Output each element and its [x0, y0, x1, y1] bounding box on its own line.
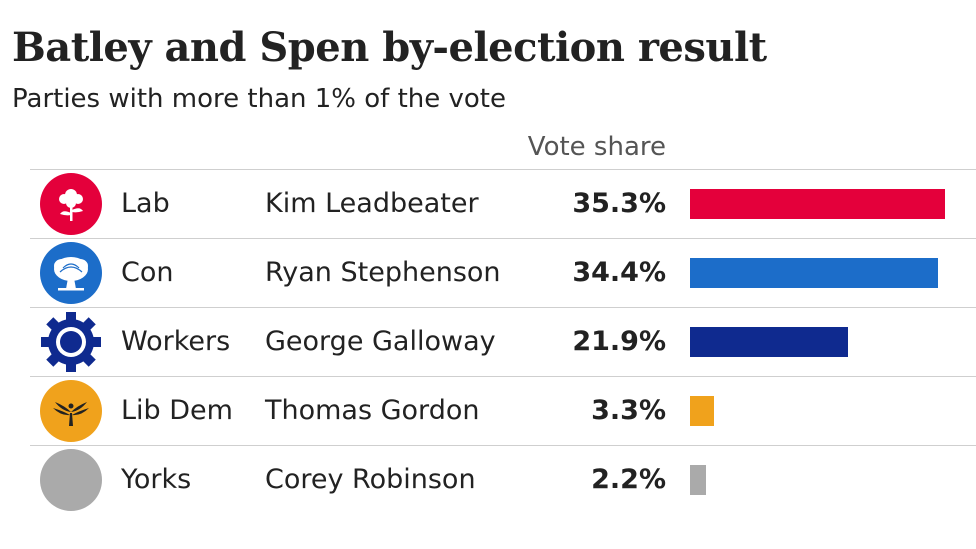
result-row-con: Con Ryan Stephenson 34.4% — [30, 238, 976, 307]
party-name: Workers — [121, 326, 231, 357]
party-name: Lib Dem — [121, 395, 233, 426]
chart-title: Batley and Spen by-election result — [12, 24, 767, 71]
result-row-lab: Lab Kim Leadbeater 35.3% — [30, 169, 976, 238]
vote-share-bar — [690, 189, 945, 219]
party-name: Yorks — [121, 464, 192, 495]
vote-share-label: 21.9% — [572, 326, 666, 357]
party-name: Lab — [121, 188, 170, 219]
labour-rose-icon — [40, 173, 102, 235]
vote-share-label: 3.3% — [591, 395, 666, 426]
candidate-name: Thomas Gordon — [265, 395, 480, 426]
vote-share-label: 35.3% — [572, 188, 666, 219]
conservative-tree-icon — [40, 242, 102, 304]
result-row-workers: Workers George Galloway 21.9% — [30, 307, 976, 376]
vote-share-label: 2.2% — [591, 464, 666, 495]
vote-share-bar — [690, 327, 848, 357]
grey-circle-icon — [40, 449, 102, 511]
vote-share-bar — [690, 258, 938, 288]
vote-share-bar — [690, 465, 706, 495]
candidate-name: Corey Robinson — [265, 464, 476, 495]
party-name: Con — [121, 257, 174, 288]
result-row-libdem: Lib Dem Thomas Gordon 3.3% — [30, 376, 976, 445]
chart-subtitle: Parties with more than 1% of the vote — [12, 84, 506, 114]
libdem-bird-icon — [40, 380, 102, 442]
result-row-yorks: Yorks Corey Robinson 2.2% — [30, 445, 976, 514]
workers-cog-icon — [41, 312, 101, 372]
candidate-name: Ryan Stephenson — [265, 257, 501, 288]
candidate-name: Kim Leadbeater — [265, 188, 479, 219]
vote-share-bar — [690, 396, 714, 426]
vote-share-label: 34.4% — [572, 257, 666, 288]
results-table: Lab Kim Leadbeater 35.3% Con Ryan Stephe… — [30, 169, 976, 514]
candidate-name: George Galloway — [265, 326, 496, 357]
vote-share-header: Vote share — [527, 132, 666, 162]
